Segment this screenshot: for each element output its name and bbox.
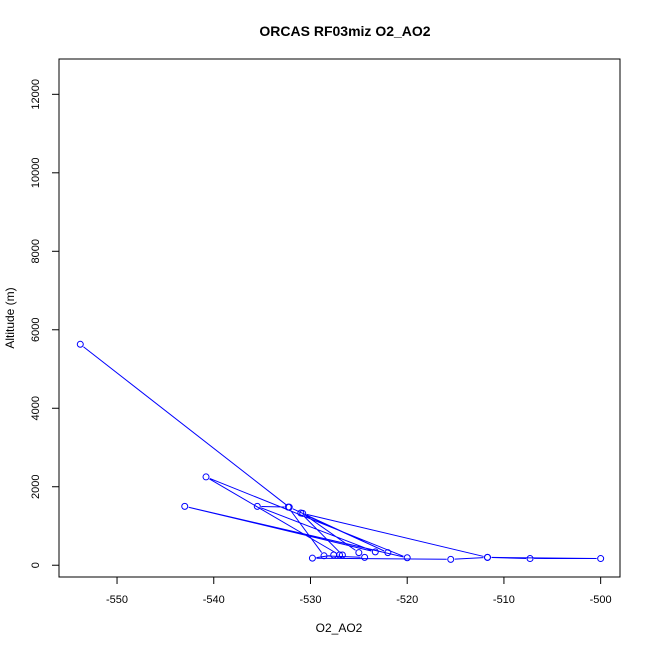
data-point	[308, 554, 316, 562]
chart-title: ORCAS RF03miz O2_AO2	[259, 23, 430, 39]
data-point	[181, 502, 189, 510]
y-tick-label: 6000	[30, 318, 42, 342]
data-point	[338, 551, 346, 559]
data-point	[299, 509, 307, 517]
y-tick-label: 0	[30, 562, 42, 568]
x-tick-label: -510	[493, 594, 515, 606]
y-axis-label: Altitude (m)	[3, 287, 17, 348]
data-point	[447, 555, 455, 563]
data-point	[597, 555, 605, 563]
data-point	[253, 502, 261, 510]
data-point	[361, 553, 369, 561]
data-point	[76, 340, 84, 348]
data-point	[526, 555, 534, 563]
series-line	[83, 346, 597, 560]
x-tick-label: -500	[590, 594, 612, 606]
data-point	[202, 473, 210, 481]
x-tick-label: -540	[203, 594, 225, 606]
x-axis-label: O2_AO2	[316, 621, 363, 635]
x-axis: -550 -540 -530 -520 -510 -500	[106, 577, 612, 606]
y-tick-label: 8000	[30, 239, 42, 263]
data-point	[483, 553, 491, 561]
x-tick-label: -520	[396, 594, 418, 606]
series-layer	[76, 340, 605, 563]
y-tick-label: 2000	[30, 475, 42, 499]
data-point	[403, 554, 411, 562]
plot-frame	[58, 58, 621, 578]
data-point	[384, 549, 392, 557]
y-tick-label: 12000	[30, 79, 42, 110]
data-point	[336, 551, 343, 559]
x-tick-label: -530	[299, 594, 321, 606]
x-tick-label: -550	[106, 594, 128, 606]
y-tick-label: 4000	[30, 396, 42, 420]
data-point	[284, 503, 292, 511]
data-point	[371, 548, 379, 556]
data-point	[355, 549, 363, 557]
data-point	[320, 552, 328, 560]
y-axis: 0 2000 4000 6000 8000 10000 12000	[30, 79, 59, 568]
y-tick-label: 10000	[30, 158, 42, 189]
